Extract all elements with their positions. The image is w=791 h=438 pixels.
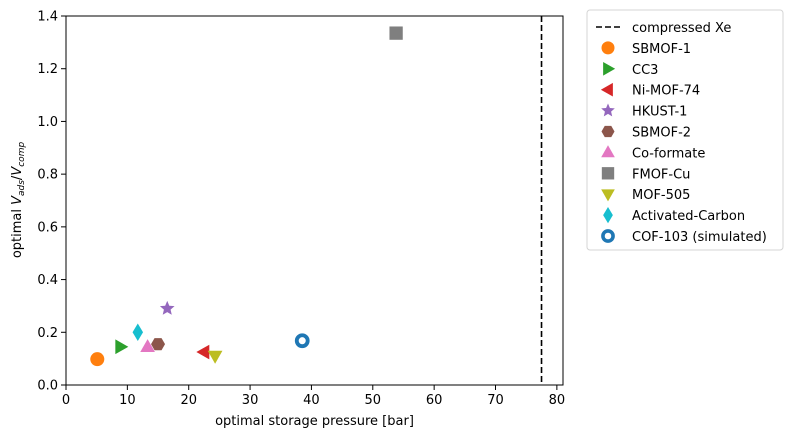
legend-label: MOF-505 (632, 188, 690, 203)
legend-label: COF-103 (simulated) (632, 230, 767, 245)
x-tick-label: 80 (549, 393, 566, 408)
data-point-mof-505 (207, 350, 223, 364)
legend-marker (601, 229, 615, 243)
data-point-sbmof-1 (90, 352, 105, 367)
y-label-num: V (10, 195, 25, 205)
y-label-slash: / (10, 175, 25, 180)
y-tick-label: 0.6 (37, 220, 58, 235)
legend-frame (586, 9, 784, 251)
y-tick-label: 0.8 (37, 168, 58, 183)
data-point-cof-103-simulated (294, 333, 310, 349)
y-tick-label: 1.4 (37, 10, 58, 25)
x-tick-label: 20 (180, 393, 197, 408)
axes-frame (65, 15, 564, 386)
y-tick-label: 1.0 (37, 115, 58, 130)
data-point-hkust-1 (159, 300, 175, 315)
x-axis-label: optimal storage pressure [bar] (215, 414, 414, 429)
data-point-fmof-cu (389, 26, 403, 40)
legend-label: FMOF-Cu (632, 167, 690, 182)
y-ticks: 0.0 0.2 0.4 0.6 0.8 1.0 1.2 1.4 (37, 10, 66, 394)
y-tick-label: 0.0 (37, 379, 58, 394)
legend-label: Ni-MOF-74 (632, 84, 700, 99)
legend-label: compressed Xe (632, 21, 731, 36)
x-tick-label: 10 (119, 393, 136, 408)
data-point-cc3 (115, 339, 129, 355)
x-tick-label: 40 (303, 393, 320, 408)
legend-marker (601, 167, 615, 180)
x-ticks: 0 10 20 30 40 50 60 70 80 (62, 385, 565, 408)
y-axis-label: optimal Vads/Vcomp (10, 142, 27, 259)
data-point-activated-carbon (132, 323, 144, 342)
x-tick-label: 70 (487, 393, 504, 408)
legend-marker (603, 206, 613, 224)
data-point-co-formate (140, 339, 155, 353)
y-label-den-sub: comp (17, 142, 27, 167)
legend-label: CC3 (632, 63, 658, 78)
legend-label: HKUST-1 (632, 105, 687, 120)
y-label-prefix: optimal (10, 205, 25, 258)
x-tick-label: 0 (62, 393, 70, 408)
legend-marker (600, 82, 613, 97)
y-tick-label: 0.2 (37, 326, 58, 341)
y-tick-label: 0.4 (37, 273, 58, 288)
legend-marker (601, 103, 615, 117)
plot-area (90, 16, 543, 385)
legend-marker (601, 189, 615, 202)
data-point-ni-mof-74 (196, 344, 210, 360)
x-tick-label: 60 (426, 393, 443, 408)
legend-label: SBMOF-2 (632, 126, 691, 141)
x-tick-label: 50 (365, 393, 382, 408)
axes (65, 15, 564, 386)
legend-label: SBMOF-1 (632, 42, 691, 57)
legend: compressed Xe SBMOF-1 CC3 Ni-MOF-74 HKUST-1 S… (586, 9, 784, 251)
y-label-num-sub: ads (17, 180, 27, 196)
legend-marker (601, 145, 615, 158)
data-point-sbmof-2 (151, 338, 166, 351)
legend-marker (601, 125, 615, 138)
y-tick-label: 1.2 (37, 62, 58, 77)
legend-marker (603, 61, 616, 76)
legend-label: Activated-Carbon (632, 209, 745, 224)
y-label-den: V (10, 166, 25, 176)
legend-label: Co-formate (632, 146, 705, 161)
legend-marker (601, 41, 615, 55)
x-tick-label: 30 (242, 393, 259, 408)
